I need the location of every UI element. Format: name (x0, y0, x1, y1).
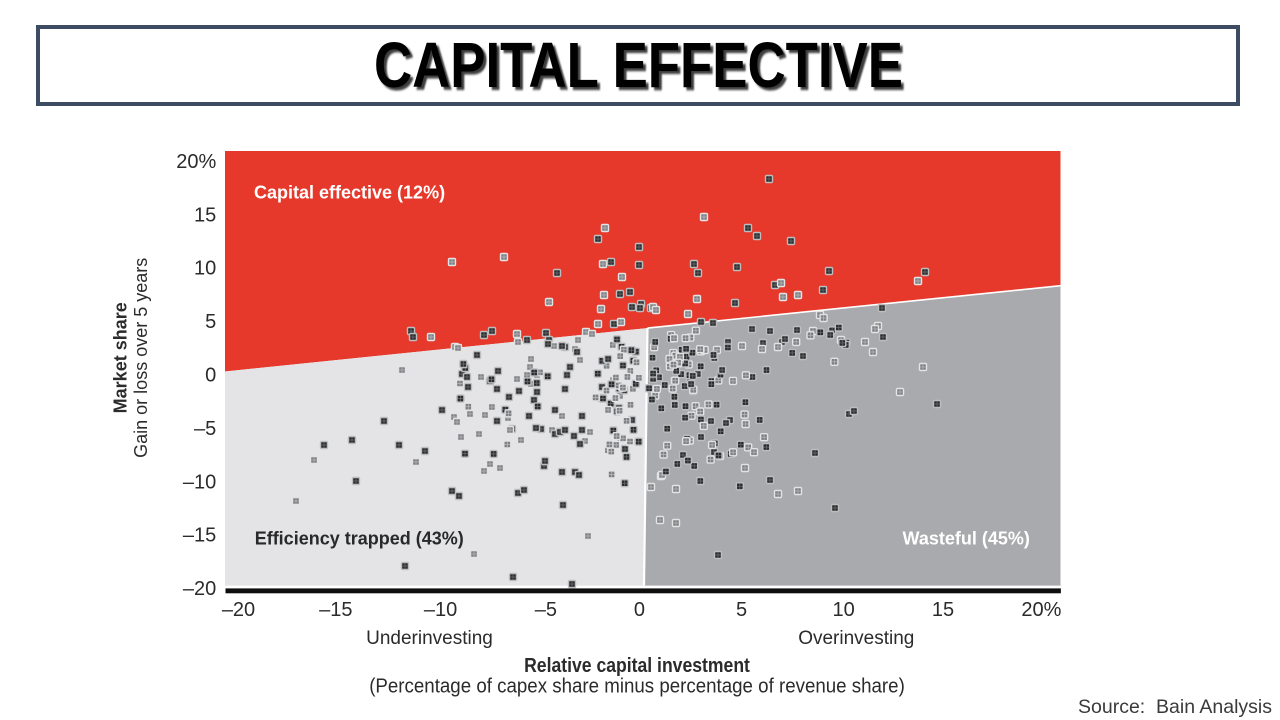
svg-text:–5: –5 (194, 418, 216, 440)
svg-text:Relative capital investment: Relative capital investment (524, 654, 751, 676)
svg-text:–10: –10 (183, 471, 216, 493)
svg-text:10: 10 (832, 599, 854, 621)
svg-text:CAPITAL EFFECTIVE: CAPITAL EFFECTIVE (377, 33, 906, 104)
svg-text:Market share: Market share (111, 302, 131, 413)
svg-text:–20: –20 (222, 599, 255, 621)
svg-text:20%: 20% (1021, 599, 1061, 621)
svg-text:0: 0 (634, 599, 645, 621)
svg-text:Wasteful (45%): Wasteful (45%) (903, 528, 1030, 548)
svg-text:10: 10 (194, 258, 216, 280)
svg-text:(Percentage of capex share min: (Percentage of capex share minus percent… (369, 675, 905, 698)
svg-text:Source: Bain Analysis: Source: Bain Analysis (1078, 696, 1272, 718)
svg-text:–15: –15 (183, 525, 216, 547)
svg-text:–20: –20 (183, 578, 216, 600)
svg-text:20%: 20% (176, 151, 216, 173)
svg-text:Overinvesting: Overinvesting (798, 628, 914, 649)
svg-text:CAPITAL EFFECTIVE: CAPITAL EFFECTIVE (374, 30, 903, 101)
svg-text:–5: –5 (535, 599, 557, 621)
svg-text:Gain or loss over 5 years: Gain or loss over 5 years (131, 258, 151, 458)
svg-text:–15: –15 (319, 599, 352, 621)
svg-text:Underinvesting: Underinvesting (366, 628, 493, 649)
svg-text:–10: –10 (424, 599, 457, 621)
svg-text:0: 0 (205, 365, 216, 387)
svg-text:15: 15 (194, 204, 216, 226)
svg-text:15: 15 (932, 599, 954, 621)
svg-text:Capital effective (12%): Capital effective (12%) (254, 183, 445, 203)
svg-text:Efficiency trapped (43%): Efficiency trapped (43%) (255, 529, 464, 549)
svg-text:5: 5 (205, 311, 216, 333)
svg-text:5: 5 (736, 599, 747, 621)
